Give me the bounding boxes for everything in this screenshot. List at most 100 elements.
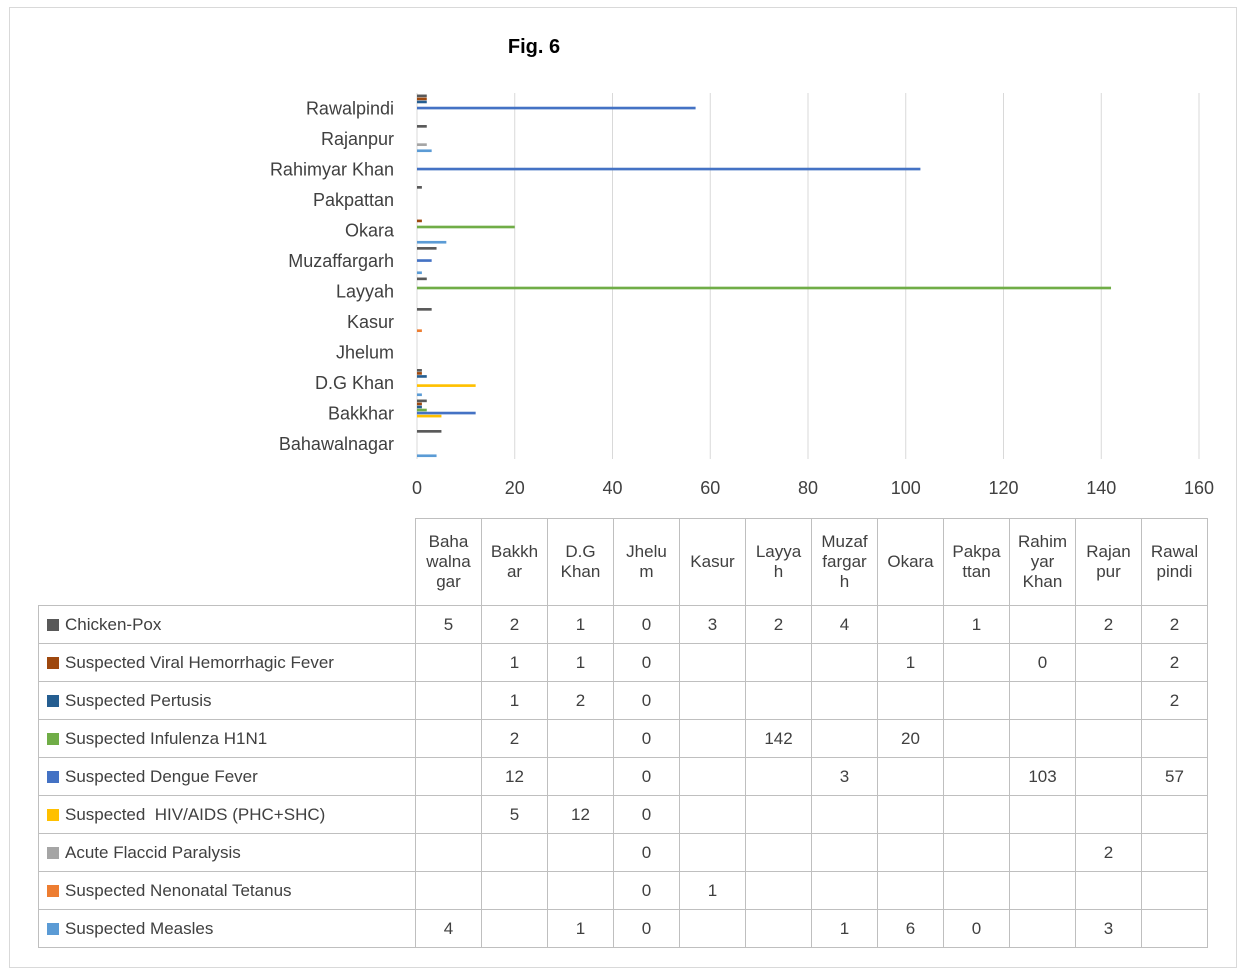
x-tick-label: 140 — [1086, 478, 1116, 498]
bar — [417, 106, 696, 110]
bar — [417, 329, 422, 333]
bar — [417, 454, 437, 458]
series-name: Suspected Nenonatal Tetanus — [65, 880, 292, 900]
table-cell: 2 — [481, 605, 548, 644]
table-cell: 4 — [811, 605, 878, 644]
legend-swatch — [47, 656, 59, 669]
table-cell: 142 — [745, 719, 812, 758]
table-cell: 0 — [613, 681, 680, 720]
category-label: Rawalpindi — [306, 98, 394, 118]
bar — [417, 399, 427, 403]
series-label: Suspected Nenonatal Tetanus — [38, 871, 416, 910]
table-cell: 1 — [547, 909, 614, 948]
bar — [417, 414, 442, 418]
bar — [417, 393, 422, 397]
bar — [417, 308, 432, 311]
table-cell — [745, 833, 812, 872]
category-labels: Bahawalnagar Bakkhar D.G Khan Jhelum Kasur La… — [270, 98, 395, 454]
table-cell — [679, 719, 746, 758]
table-row: Suspected Viral Hemorrhagic Fever 1 1 0 1 0 2 — [38, 643, 1208, 682]
table-cell — [415, 871, 482, 910]
bar — [417, 384, 476, 387]
table-cell: 1 — [481, 643, 548, 682]
table-cell — [943, 643, 1010, 682]
table-cell: 6 — [877, 909, 944, 948]
data-table: Baha walna gar Bakkh ar D.G Khan Jhelu m Kasur Lay… — [38, 518, 1208, 948]
table-row: Acute Flaccid Paralysis 0 2 — [38, 833, 1208, 872]
table-column-header: Rajan pur — [1075, 518, 1142, 606]
table-cell — [811, 643, 878, 682]
table-cell — [1009, 795, 1076, 834]
table-cell — [1009, 719, 1076, 758]
category-label: Bahawalnagar — [279, 434, 394, 454]
table-header-row: Baha walna gar Bakkh ar D.G Khan Jhelu m Kasur Lay… — [38, 518, 1208, 606]
table-cell: 1 — [679, 871, 746, 910]
series-name: Suspected Viral Hemorrhagic Fever — [65, 652, 334, 672]
table-cell — [1009, 833, 1076, 872]
bar-chart: Bahawalnagar Bakkhar D.G Khan Jhelum Kasur La… — [270, 93, 1214, 498]
table-cell — [811, 795, 878, 834]
series-label: Suspected Dengue Fever — [38, 757, 416, 796]
table-cell: 2 — [1141, 681, 1208, 720]
bar — [417, 219, 422, 223]
table-cell — [745, 909, 812, 948]
table-cell: 1 — [877, 643, 944, 682]
table-cell — [415, 643, 482, 682]
table-cell — [811, 681, 878, 720]
table-column-header: Baha walna gar — [415, 518, 482, 606]
category-label: Muzaffargarh — [288, 251, 394, 271]
series-label: Suspected HIV/AIDS (PHC+SHC) — [38, 795, 416, 834]
table-cell — [481, 833, 548, 872]
table-cell — [679, 795, 746, 834]
table-cell: 1 — [481, 681, 548, 720]
table-row: Suspected Measles 4 1 0 1 6 0 3 — [38, 909, 1208, 948]
table-cell — [877, 833, 944, 872]
table-cell: 57 — [1141, 757, 1208, 796]
table-column-header: Pakpa ttan — [943, 518, 1010, 606]
category-label: Jhelum — [336, 342, 394, 362]
table-cell: 2 — [1141, 605, 1208, 644]
table-cell: 5 — [415, 605, 482, 644]
table-cell — [1141, 795, 1208, 834]
table-column-header: Layya h — [745, 518, 812, 606]
table-cell — [547, 719, 614, 758]
table-cell — [811, 871, 878, 910]
bar — [417, 402, 422, 406]
gridlines — [416, 93, 1200, 459]
series-name: Suspected Infulenza H1N1 — [65, 728, 268, 748]
table-cell: 3 — [811, 757, 878, 796]
table-cell — [1009, 909, 1076, 948]
legend-swatch — [47, 694, 59, 707]
table-cell — [811, 719, 878, 758]
table-column-header: Jhelu m — [613, 518, 680, 606]
bar — [417, 247, 437, 250]
table-cell — [1075, 643, 1142, 682]
bar — [417, 286, 1112, 290]
x-tick-label: 0 — [412, 478, 422, 498]
table-cell — [877, 871, 944, 910]
series-name: Suspected Measles — [65, 918, 214, 938]
table-cell — [415, 681, 482, 720]
table-cell — [745, 681, 812, 720]
table-cell — [943, 757, 1010, 796]
table-cell — [1009, 871, 1076, 910]
table-row: Chicken-Pox 5 2 1 0 3 2 4 1 2 2 — [38, 605, 1208, 644]
table-cell: 2 — [547, 681, 614, 720]
series-label: Acute Flaccid Paralysis — [38, 833, 416, 872]
x-tick-label: 100 — [891, 478, 921, 498]
table-cell: 1 — [547, 605, 614, 644]
bar — [417, 271, 422, 275]
table-cell — [1075, 757, 1142, 796]
table-cell: 3 — [1075, 909, 1142, 948]
category-label: Kasur — [347, 312, 394, 332]
bars — [417, 94, 1112, 458]
table-cell — [943, 719, 1010, 758]
table-cell — [547, 833, 614, 872]
legend-swatch — [47, 770, 59, 783]
bar — [417, 240, 447, 244]
table-cell: 0 — [613, 833, 680, 872]
table-cell: 2 — [745, 605, 812, 644]
table-row: Suspected Nenonatal Tetanus 0 1 — [38, 871, 1208, 910]
series-name: Acute Flaccid Paralysis — [65, 842, 241, 862]
series-name: Suspected HIV/AIDS (PHC+SHC) — [65, 804, 326, 824]
